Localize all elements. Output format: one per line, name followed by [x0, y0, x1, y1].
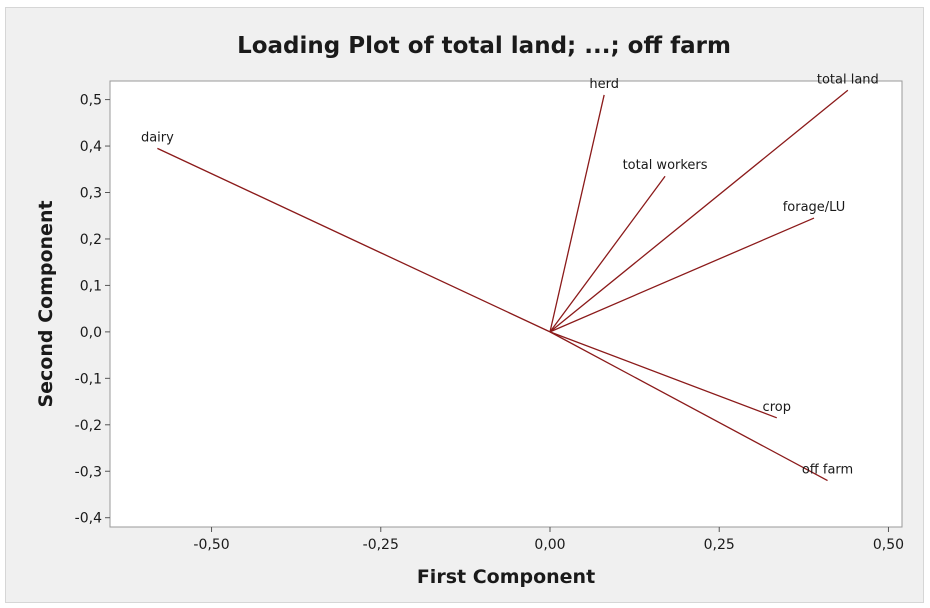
y-tick-label: -0,2 — [75, 418, 102, 434]
chart-frame: Loading Plot of total land; ...; off far… — [5, 7, 924, 603]
x-tick-label: -0,50 — [193, 537, 229, 553]
x-tick-label: 0,00 — [534, 537, 565, 553]
y-tick-label: -0,4 — [75, 511, 102, 527]
loading-vectors — [157, 89, 849, 482]
y-tick-label: -0,3 — [75, 464, 102, 480]
x-tick-label: -0,25 — [363, 537, 399, 553]
loading-vector — [549, 175, 666, 333]
y-tick-label: 0,1 — [80, 278, 102, 294]
y-tick-label: 0,2 — [80, 232, 102, 248]
variable-label: forage/LU — [783, 200, 846, 215]
x-tick-label: 0,25 — [704, 537, 735, 553]
axes: -0,50 -0,25 0,00 0,25 0,50 -0,4 -0,3 -0,2 -0,1 0,… — [75, 93, 904, 553]
loading-vector — [549, 217, 815, 333]
y-tick-label: 0,4 — [80, 139, 102, 155]
y-tick-label: -0,1 — [75, 371, 102, 387]
variable-label: total workers — [623, 158, 708, 173]
variable-labels: total land herd dairy total workers forage/L… — [141, 72, 879, 477]
variable-label: herd — [589, 77, 619, 92]
x-axis-label: First Component — [417, 566, 595, 588]
x-tick-label: 0,50 — [873, 537, 904, 553]
loading-plot: Loading Plot of total land; ...; off far… — [35, 33, 904, 588]
chart-title: Loading Plot of total land; ...; off far… — [237, 33, 731, 59]
variable-label: total land — [817, 72, 879, 87]
y-tick-label: 0,0 — [80, 325, 102, 341]
y-tick-label: 0,5 — [80, 93, 102, 109]
y-axis-label: Second Component — [35, 200, 57, 407]
variable-label: crop — [763, 400, 791, 415]
loading-vector — [549, 89, 849, 333]
loading-vector — [549, 94, 605, 333]
loading-vector — [549, 331, 828, 482]
loading-vector — [157, 147, 551, 333]
y-tick-label: 0,3 — [80, 186, 102, 202]
variable-label: off farm — [802, 463, 853, 478]
variable-label: dairy — [141, 130, 174, 145]
loading-vector — [549, 331, 777, 419]
plot-area — [109, 80, 903, 528]
